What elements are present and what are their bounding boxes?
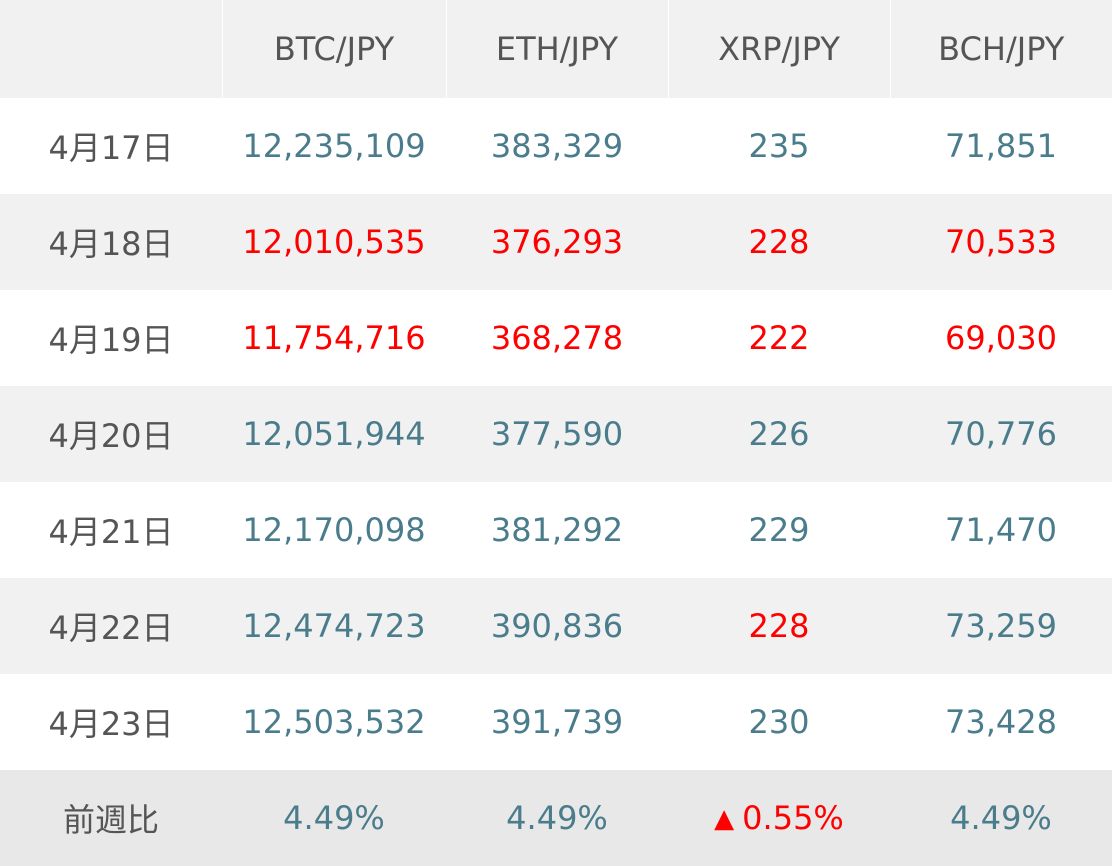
header-btc-jpy: BTC/JPY <box>221 0 446 98</box>
date-cell: 4月20日 <box>0 386 222 482</box>
date-cell: 4月21日 <box>0 482 222 578</box>
change-value: 4.49% <box>506 799 608 837</box>
xrp-weekly-change: ▲ 0.55% <box>668 770 890 866</box>
eth-price-cell: 368,278 <box>446 290 668 386</box>
bch-price-cell: 70,776 <box>890 386 1112 482</box>
weekly-change-row: 前週比 4.49% 4.49% ▲ 0.55% 4.49% <box>0 770 1112 866</box>
btc-price-cell: 12,010,535 <box>222 194 446 290</box>
date-cell: 4月23日 <box>0 674 222 770</box>
table-row: 4月20日 12,051,944 377,590 226 70,776 <box>0 386 1112 482</box>
eth-price-cell: 381,292 <box>446 482 668 578</box>
xrp-price-cell: 235 <box>668 98 890 194</box>
bch-price-cell: 69,030 <box>890 290 1112 386</box>
bch-price-cell: 73,259 <box>890 578 1112 674</box>
btc-price-cell: 12,170,098 <box>222 482 446 578</box>
date-cell: 4月18日 <box>0 194 222 290</box>
xrp-price-cell: 226 <box>668 386 890 482</box>
eth-price-cell: 377,590 <box>446 386 668 482</box>
bch-price-cell: 73,428 <box>890 674 1112 770</box>
table-body: 4月17日 12,235,109 383,329 235 71,851 4月18… <box>0 98 1112 770</box>
eth-price-cell: 376,293 <box>446 194 668 290</box>
table-header: BTC/JPY ETH/JPY XRP/JPY BCH/JPY <box>0 0 1112 98</box>
eth-price-cell: 390,836 <box>446 578 668 674</box>
table-row: 4月19日 11,754,716 368,278 222 69,030 <box>0 290 1112 386</box>
change-value: 0.55% <box>742 799 844 837</box>
bch-price-cell: 71,851 <box>890 98 1112 194</box>
eth-price-cell: 383,329 <box>446 98 668 194</box>
btc-weekly-change: 4.49% <box>222 770 446 866</box>
change-value: 4.49% <box>950 799 1052 837</box>
btc-price-cell: 12,051,944 <box>222 386 446 482</box>
table-row: 4月17日 12,235,109 383,329 235 71,851 <box>0 98 1112 194</box>
table-row: 4月21日 12,170,098 381,292 229 71,470 <box>0 482 1112 578</box>
table-footer: 前週比 4.49% 4.49% ▲ 0.55% 4.49% <box>0 770 1112 866</box>
header-bch-jpy: BCH/JPY <box>889 0 1112 98</box>
header-row: BTC/JPY ETH/JPY XRP/JPY BCH/JPY <box>0 0 1112 98</box>
date-cell: 4月19日 <box>0 290 222 386</box>
btc-price-cell: 12,235,109 <box>222 98 446 194</box>
header-xrp-jpy: XRP/JPY <box>667 0 890 98</box>
eth-price-cell: 391,739 <box>446 674 668 770</box>
date-cell: 4月22日 <box>0 578 222 674</box>
btc-price-cell: 12,503,532 <box>222 674 446 770</box>
xrp-price-cell: 230 <box>668 674 890 770</box>
xrp-price-cell: 222 <box>668 290 890 386</box>
xrp-price-cell: 228 <box>668 578 890 674</box>
btc-price-cell: 11,754,716 <box>222 290 446 386</box>
xrp-price-cell: 228 <box>668 194 890 290</box>
eth-weekly-change: 4.49% <box>446 770 668 866</box>
header-corner <box>0 0 222 98</box>
bch-price-cell: 70,533 <box>890 194 1112 290</box>
table-row: 4月23日 12,503,532 391,739 230 73,428 <box>0 674 1112 770</box>
bch-weekly-change: 4.49% <box>890 770 1112 866</box>
table-row: 4月18日 12,010,535 376,293 228 70,533 <box>0 194 1112 290</box>
btc-price-cell: 12,474,723 <box>222 578 446 674</box>
bch-price-cell: 71,470 <box>890 482 1112 578</box>
date-cell: 4月17日 <box>0 98 222 194</box>
up-triangle-icon: ▲ <box>714 804 735 834</box>
change-value: 4.49% <box>283 799 385 837</box>
header-eth-jpy: ETH/JPY <box>445 0 668 98</box>
table-row: 4月22日 12,474,723 390,836 228 73,259 <box>0 578 1112 674</box>
xrp-price-cell: 229 <box>668 482 890 578</box>
weekly-change-label: 前週比 <box>0 770 222 866</box>
